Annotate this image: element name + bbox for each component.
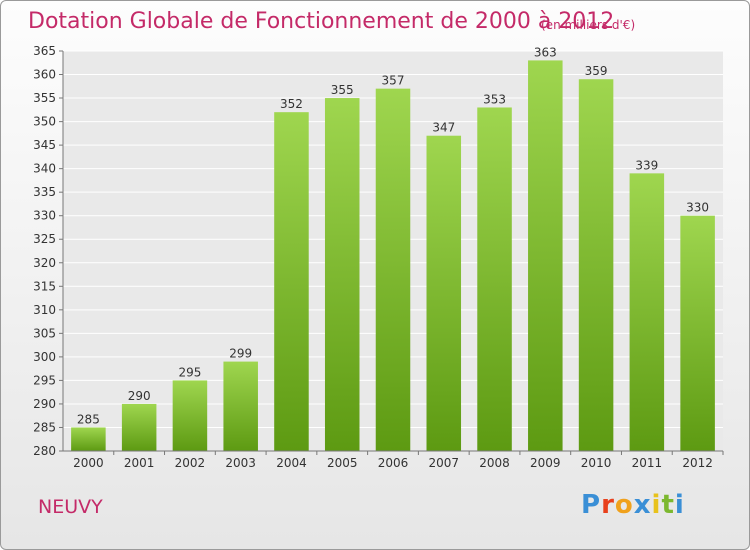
- commune-name: NEUVY: [38, 496, 103, 518]
- value-label-2000: 285: [77, 412, 100, 426]
- y-tick-label: 305: [33, 326, 56, 340]
- y-tick-label: 365: [33, 44, 56, 58]
- y-tick-label: 315: [33, 279, 56, 293]
- x-tick-label-2006: 2006: [378, 456, 409, 470]
- y-tick-label: 335: [33, 185, 56, 199]
- y-tick-label: 320: [33, 256, 56, 270]
- value-label-2003: 299: [229, 347, 252, 361]
- bar-2006: [375, 88, 411, 451]
- y-tick-label: 325: [33, 232, 56, 246]
- x-tick-label-2010: 2010: [581, 456, 612, 470]
- value-label-2001: 290: [128, 389, 151, 403]
- bar-2008: [477, 107, 512, 452]
- bar-2002: [172, 380, 208, 451]
- value-label-2008: 353: [483, 92, 506, 106]
- y-tick-label: 300: [33, 350, 56, 364]
- x-tick-label-2008: 2008: [479, 456, 510, 470]
- y-axis-ticks: 280 285 290 295 300 305 310 315 320 325 330 335 340 3…: [33, 44, 723, 458]
- y-tick-label: 345: [33, 138, 56, 152]
- x-axis-ticks: 2000 2001 2002 2003 2004 2005 2006 2007 2008 2009…: [73, 451, 724, 470]
- y-tick-label: 290: [33, 397, 56, 411]
- bar-2007: [426, 135, 462, 452]
- y-tick-label: 355: [33, 91, 56, 105]
- logo-letter: P: [581, 490, 602, 520]
- logo-letter: i: [674, 490, 685, 520]
- value-label-2011: 339: [635, 158, 658, 172]
- bar-2001: [121, 403, 157, 451]
- bar-2009: [528, 60, 563, 451]
- y-tick-label: 340: [33, 162, 56, 176]
- value-labels: 285 290 295 299 352 355 357 347 353 363 359 339 330: [77, 45, 709, 426]
- bars: [71, 60, 715, 452]
- bar-2004: [274, 112, 309, 452]
- x-tick-label-2002: 2002: [175, 456, 206, 470]
- value-label-2007: 347: [432, 121, 455, 135]
- x-tick-label-2007: 2007: [428, 456, 459, 470]
- y-tick-label: 280: [33, 444, 56, 458]
- y-tick-label: 350: [33, 115, 56, 129]
- x-tick-label-2012: 2012: [682, 456, 713, 470]
- value-label-2010: 359: [585, 64, 608, 78]
- value-label-2004: 352: [280, 97, 303, 111]
- logo-letter: r: [601, 490, 615, 520]
- x-tick-label-2005: 2005: [327, 456, 358, 470]
- y-tick-label: 310: [33, 303, 56, 317]
- y-tick-label: 330: [33, 209, 56, 223]
- y-tick-label: 295: [33, 373, 56, 387]
- bar-2010: [578, 79, 614, 451]
- x-tick-label-2009: 2009: [530, 456, 561, 470]
- proxiti-logo: Proxiti: [581, 490, 685, 520]
- chart-subtitle: (en milliers d'€): [541, 18, 636, 32]
- bar-2011: [629, 173, 665, 451]
- logo-letter: t: [661, 490, 675, 520]
- value-label-2009: 363: [534, 45, 557, 59]
- value-label-2006: 357: [382, 74, 405, 88]
- value-label-2005: 355: [331, 83, 354, 97]
- bar-2003: [223, 361, 258, 451]
- x-tick-label-2003: 2003: [225, 456, 256, 470]
- logo-letter: o: [614, 490, 634, 520]
- x-tick-label-2004: 2004: [276, 456, 307, 470]
- chart-title: Dotation Globale de Fonctionnement de 20…: [28, 9, 615, 34]
- logo-letter: i: [651, 490, 662, 520]
- value-label-2012: 330: [686, 201, 709, 215]
- x-tick-label-2000: 2000: [73, 456, 104, 470]
- y-tick-label: 285: [33, 420, 56, 434]
- bar-2012: [680, 215, 715, 451]
- bar-2005: [324, 98, 360, 451]
- y-tick-label: 360: [33, 68, 56, 82]
- value-label-2002: 295: [178, 365, 201, 379]
- x-tick-label-2011: 2011: [632, 456, 663, 470]
- logo-letter: x: [633, 490, 652, 520]
- x-tick-label-2001: 2001: [124, 456, 155, 470]
- bar-2000: [71, 427, 106, 451]
